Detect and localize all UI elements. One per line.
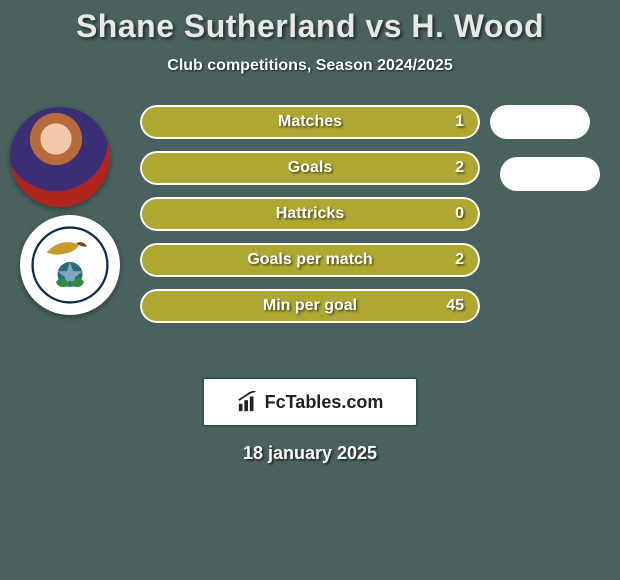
stat-row: Goals2 bbox=[140, 151, 480, 185]
page-title: Shane Sutherland vs H. Wood bbox=[0, 8, 620, 45]
stat-row: Min per goal45 bbox=[140, 289, 480, 323]
player-avatar bbox=[10, 107, 110, 207]
stat-row: Hattricks0 bbox=[140, 197, 480, 231]
snapshot-date: 18 january 2025 bbox=[0, 443, 620, 464]
bar-chart-icon bbox=[237, 391, 259, 413]
comparison-card: Shane Sutherland vs H. Wood Club competi… bbox=[0, 0, 620, 464]
stat-bar-fill bbox=[140, 243, 480, 277]
fctables-badge[interactable]: FcTables.com bbox=[202, 377, 418, 427]
page-subtitle: Club competitions, Season 2024/2025 bbox=[0, 57, 620, 75]
stat-bar-fill bbox=[140, 105, 480, 139]
stat-row: Matches1 bbox=[140, 105, 480, 139]
stat-bar-fill bbox=[140, 151, 480, 185]
crest-icon bbox=[31, 226, 109, 304]
fctables-label: FcTables.com bbox=[265, 392, 384, 413]
stat-row: Goals per match2 bbox=[140, 243, 480, 277]
club-crest bbox=[20, 215, 120, 315]
opponent-pill bbox=[500, 157, 600, 191]
stat-bar-fill bbox=[140, 289, 480, 323]
body-area: Matches1 Goals2 Hattricks0 Goals per match2… bbox=[0, 105, 620, 365]
stat-bar-fill bbox=[140, 197, 480, 231]
opponent-pill bbox=[490, 105, 590, 139]
stat-bars: Matches1 Goals2 Hattricks0 Goals per match2… bbox=[140, 105, 480, 335]
